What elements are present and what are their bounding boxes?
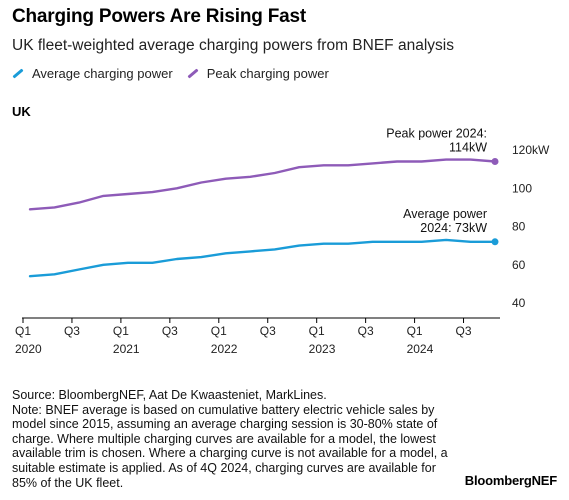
annotation-label: 2024: 73kW bbox=[420, 221, 487, 235]
legend-label-average: Average charging power bbox=[32, 66, 173, 81]
series-line-average bbox=[28, 238, 497, 278]
y-tick-label: 40 bbox=[512, 296, 526, 310]
x-tick-label-quarter: Q1 bbox=[15, 324, 31, 338]
panel-label: UK bbox=[12, 104, 31, 119]
annotation-label: Average power bbox=[403, 207, 487, 221]
methodology-note: Note: BNEF average is based on cumulativ… bbox=[12, 402, 448, 490]
x-tick-label-year: 2021 bbox=[113, 342, 140, 356]
x-tick-label-year: 2020 bbox=[15, 342, 42, 356]
y-tick-label: 100 bbox=[512, 181, 532, 195]
y-tick-label: 60 bbox=[512, 258, 526, 272]
source-note: Source: BloombergNEF, Aat De Kwaasteniet… bbox=[12, 388, 327, 402]
x-tick-label-quarter: Q3 bbox=[260, 324, 276, 338]
chart-title: Charging Powers Are Rising Fast bbox=[12, 6, 306, 27]
y-tick-label: 80 bbox=[512, 220, 526, 234]
legend-item-peak: Peak charging power bbox=[187, 66, 329, 81]
footnotes: Source: BloombergNEF, Aat De Kwaasteniet… bbox=[12, 388, 462, 490]
legend-label-peak: Peak charging power bbox=[206, 66, 329, 81]
x-tick-label-quarter: Q1 bbox=[113, 324, 129, 338]
annotation-label: Peak power 2024: bbox=[386, 126, 487, 140]
legend: Average charging power Peak charging pow… bbox=[12, 66, 343, 81]
brand-logo-text: BloombergNEF bbox=[464, 473, 557, 488]
line-chart: Q1 2020 Q3 Q1 2021 Q3 Q1 2022 Q3 Q1 2023 Q3 Q1 2024 Q3… bbox=[15, 126, 550, 356]
x-tick-label-quarter: Q1 bbox=[211, 324, 227, 338]
x-tick-label-year: 2022 bbox=[211, 342, 238, 356]
y-tick-label: 120kW bbox=[512, 143, 550, 157]
series-line-peak bbox=[28, 158, 497, 211]
series-endpoint-average bbox=[491, 238, 499, 246]
annotation-label: 114kW bbox=[449, 140, 487, 154]
x-tick-label-quarter: Q3 bbox=[456, 324, 472, 338]
series-endpoint-peak bbox=[491, 157, 499, 165]
x-tick-label-quarter: Q1 bbox=[309, 324, 325, 338]
x-tick-label-quarter: Q3 bbox=[64, 324, 80, 338]
x-tick-label-quarter: Q3 bbox=[358, 324, 374, 338]
legend-item-average: Average charging power bbox=[12, 66, 173, 81]
chart-subtitle: UK fleet-weighted average charging power… bbox=[12, 37, 454, 54]
x-tick-label-quarter: Q1 bbox=[407, 324, 423, 338]
x-tick-label-quarter: Q3 bbox=[162, 324, 178, 338]
x-tick-label-year: 2023 bbox=[309, 342, 336, 356]
x-tick-label-year: 2024 bbox=[407, 342, 434, 356]
